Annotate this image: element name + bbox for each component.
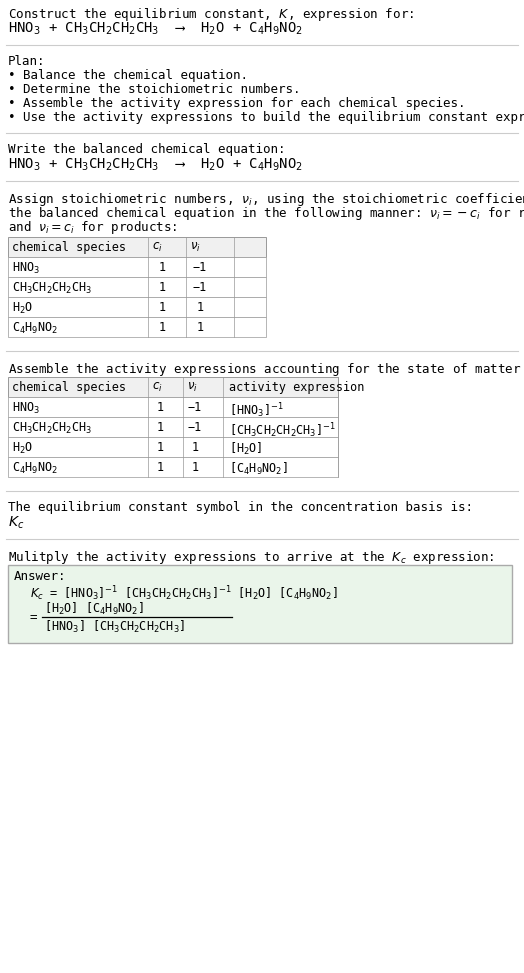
Text: • Balance the chemical equation.: • Balance the chemical equation. xyxy=(8,69,248,82)
Text: Plan:: Plan: xyxy=(8,55,46,68)
Text: 1: 1 xyxy=(158,301,166,314)
Bar xyxy=(8,297,266,317)
Text: Write the balanced chemical equation:: Write the balanced chemical equation: xyxy=(8,143,286,156)
Text: • Use the activity expressions to build the equilibrium constant expression.: • Use the activity expressions to build … xyxy=(8,111,524,124)
Text: 1: 1 xyxy=(158,321,166,334)
Text: [CH$_3$CH$_2$CH$_2$CH$_3$]$^{-1}$: [CH$_3$CH$_2$CH$_2$CH$_3$]$^{-1}$ xyxy=(229,421,336,440)
Text: Mulitply the activity expressions to arrive at the $K_c$ expression:: Mulitply the activity expressions to arr… xyxy=(8,549,495,566)
Text: Assign stoichiometric numbers, $\nu_i$, using the stoichiometric coefficients, $: Assign stoichiometric numbers, $\nu_i$, … xyxy=(8,191,524,208)
Text: −1: −1 xyxy=(188,421,202,434)
Text: Assemble the activity expressions accounting for the state of matter and $\nu_i$: Assemble the activity expressions accoun… xyxy=(8,361,524,378)
Text: Construct the equilibrium constant, $K$, expression for:: Construct the equilibrium constant, $K$,… xyxy=(8,6,414,23)
Text: $\nu_i$: $\nu_i$ xyxy=(187,381,198,394)
Text: • Determine the stoichiometric numbers.: • Determine the stoichiometric numbers. xyxy=(8,83,300,96)
Bar xyxy=(8,417,338,437)
Bar xyxy=(8,377,338,397)
Text: [HNO$_3$] [CH$_3$CH$_2$CH$_2$CH$_3$]: [HNO$_3$] [CH$_3$CH$_2$CH$_2$CH$_3$] xyxy=(44,619,185,635)
Text: Answer:: Answer: xyxy=(14,570,67,583)
Text: [C$_4$H$_9$NO$_2$]: [C$_4$H$_9$NO$_2$] xyxy=(229,461,288,477)
FancyBboxPatch shape xyxy=(8,565,512,643)
Text: −1: −1 xyxy=(193,261,207,274)
Bar xyxy=(8,277,266,297)
Text: HNO$_3$ + CH$_3$CH$_2$CH$_2$CH$_3$  ⟶  H$_2$O + C$_4$H$_9$NO$_2$: HNO$_3$ + CH$_3$CH$_2$CH$_2$CH$_3$ ⟶ H$_… xyxy=(8,21,303,37)
Text: H$_2$O: H$_2$O xyxy=(12,441,33,456)
Text: $\nu_i$: $\nu_i$ xyxy=(190,241,201,254)
Text: $c_i$: $c_i$ xyxy=(152,381,163,394)
Text: C$_4$H$_9$NO$_2$: C$_4$H$_9$NO$_2$ xyxy=(12,461,58,476)
Text: $K_c$ = [HNO$_3$]$^{-1}$ [CH$_3$CH$_2$CH$_2$CH$_3$]$^{-1}$ [H$_2$O] [C$_4$H$_9$N: $K_c$ = [HNO$_3$]$^{-1}$ [CH$_3$CH$_2$CH… xyxy=(30,584,338,602)
Text: [HNO$_3$]$^{-1}$: [HNO$_3$]$^{-1}$ xyxy=(229,401,283,419)
Text: 1: 1 xyxy=(157,421,163,434)
Text: activity expression: activity expression xyxy=(229,381,364,394)
Text: 1: 1 xyxy=(157,441,163,454)
Text: HNO$_3$: HNO$_3$ xyxy=(12,261,40,276)
Bar xyxy=(8,457,338,477)
Text: 1: 1 xyxy=(158,281,166,294)
Text: 1: 1 xyxy=(191,461,199,474)
Bar xyxy=(8,437,338,457)
Text: 1: 1 xyxy=(158,261,166,274)
Text: 1: 1 xyxy=(157,401,163,414)
Text: 1: 1 xyxy=(196,301,203,314)
Text: CH$_3$CH$_2$CH$_2$CH$_3$: CH$_3$CH$_2$CH$_2$CH$_3$ xyxy=(12,281,92,296)
Text: chemical species: chemical species xyxy=(12,241,126,254)
Text: The equilibrium constant symbol in the concentration basis is:: The equilibrium constant symbol in the c… xyxy=(8,501,473,514)
Text: −1: −1 xyxy=(193,281,207,294)
Text: chemical species: chemical species xyxy=(12,381,126,394)
Text: C$_4$H$_9$NO$_2$: C$_4$H$_9$NO$_2$ xyxy=(12,321,58,336)
Bar xyxy=(8,237,266,257)
Text: [H$_2$O]: [H$_2$O] xyxy=(229,441,263,457)
Text: −1: −1 xyxy=(188,401,202,414)
Text: 1: 1 xyxy=(157,461,163,474)
Text: and $\nu_i = c_i$ for products:: and $\nu_i = c_i$ for products: xyxy=(8,219,177,236)
Text: [H$_2$O] [C$_4$H$_9$NO$_2$]: [H$_2$O] [C$_4$H$_9$NO$_2$] xyxy=(44,601,144,617)
Text: 1: 1 xyxy=(196,321,203,334)
Bar xyxy=(8,397,338,417)
Text: the balanced chemical equation in the following manner: $\nu_i = -c_i$ for react: the balanced chemical equation in the fo… xyxy=(8,205,524,222)
Text: $c_i$: $c_i$ xyxy=(152,241,163,254)
Bar xyxy=(8,257,266,277)
Text: 1: 1 xyxy=(191,441,199,454)
Text: HNO$_3$ + CH$_3$CH$_2$CH$_2$CH$_3$  ⟶  H$_2$O + C$_4$H$_9$NO$_2$: HNO$_3$ + CH$_3$CH$_2$CH$_2$CH$_3$ ⟶ H$_… xyxy=(8,157,303,173)
Text: HNO$_3$: HNO$_3$ xyxy=(12,401,40,416)
Bar xyxy=(8,317,266,337)
Text: H$_2$O: H$_2$O xyxy=(12,301,33,316)
Text: • Assemble the activity expression for each chemical species.: • Assemble the activity expression for e… xyxy=(8,97,465,110)
Text: $K_c$: $K_c$ xyxy=(8,515,24,531)
Text: CH$_3$CH$_2$CH$_2$CH$_3$: CH$_3$CH$_2$CH$_2$CH$_3$ xyxy=(12,421,92,436)
Text: =: = xyxy=(30,611,38,625)
